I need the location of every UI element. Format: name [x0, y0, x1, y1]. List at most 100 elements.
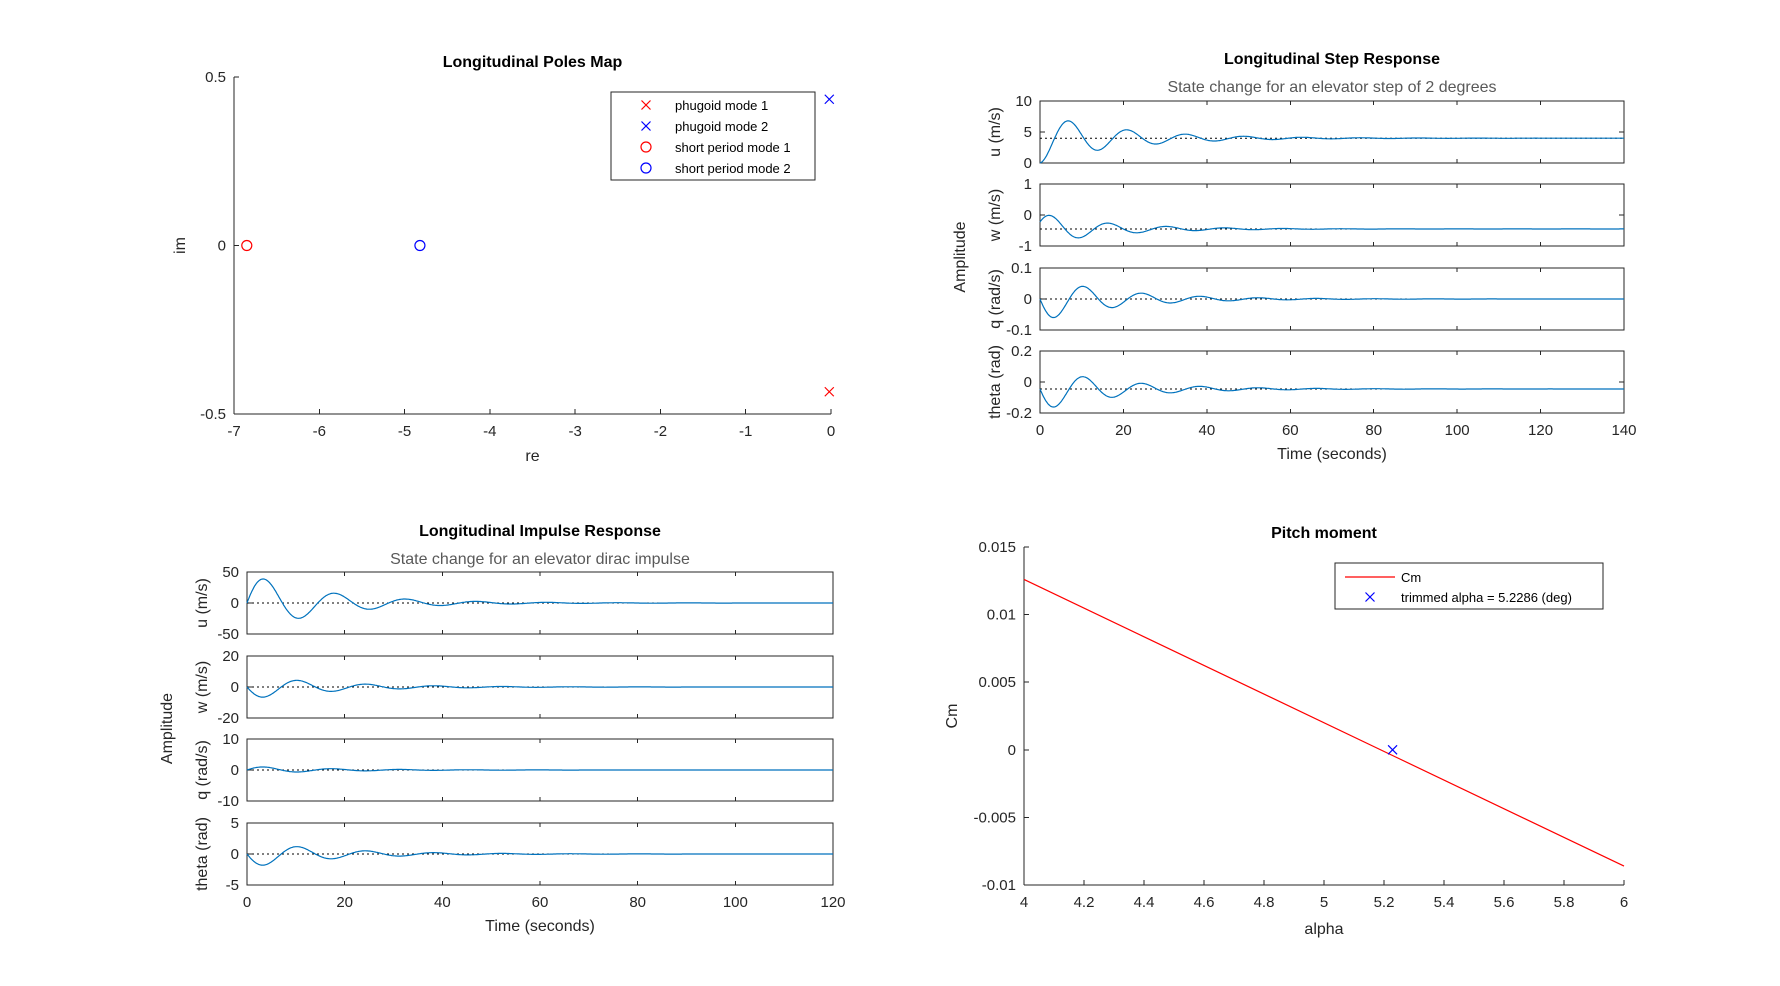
legend-marker: [641, 100, 651, 110]
panel-y-label: w (m/s): [194, 661, 211, 714]
x-tick-label: 5.8: [1554, 894, 1575, 911]
x-tick-label: 5.4: [1434, 894, 1455, 911]
subplot-panel: -50 0 50 u (m/s): [194, 564, 834, 643]
y-tick-label: 0: [231, 762, 239, 779]
y-axis-label: Amplitude: [159, 693, 176, 764]
poles-map-chart: -7 -6 -5 -4 -3 -2 -1 0 -0.5 0 0.5 Longitudinal Pole…: [172, 54, 835, 465]
pole-marker: [241, 239, 253, 252]
y-tick-label: 20: [222, 648, 239, 665]
pitch-moment-chart: 4 4.2 4.4 4.6 4.8 5 5.2 5.4 5.6 5.8 6 -0.01 -0.005 0 0…: [944, 525, 1628, 938]
y-tick-label: 0.2: [1011, 343, 1032, 360]
subplot-panel: -0.1 0 0.1 q (rad/s): [987, 260, 1625, 339]
panel-y-label: q (rad/s): [194, 740, 211, 800]
response-curve: [1039, 120, 1624, 164]
x-tick-label: -3: [568, 423, 581, 440]
x-tick-label: 60: [532, 894, 549, 911]
legend-item: Cm: [1345, 570, 1421, 585]
y-tick-label: -20: [217, 710, 239, 727]
legend: phugoid mode 1 phugoid mode 2 short period…: [610, 91, 816, 181]
step-response-chart: Longitudinal Step Response State change f…: [952, 51, 1637, 463]
chart-title: Longitudinal Poles Map: [443, 54, 623, 71]
x-tick-label: 80: [1365, 422, 1382, 439]
pole-marker: [824, 94, 835, 105]
subplot-frame: [1039, 100, 1625, 164]
legend-item: short period mode 1: [640, 140, 791, 155]
legend-item: phugoid mode 1: [641, 98, 768, 113]
panel-y-label: theta (rad): [194, 817, 211, 891]
x-tick-label: 5.6: [1494, 894, 1515, 911]
y-tick-label: -0.1: [1006, 322, 1032, 339]
y-tick-label: 0.015: [978, 539, 1016, 556]
legend-label: short period mode 1: [675, 140, 791, 155]
x-tick-label: 80: [629, 894, 646, 911]
pole-marker: [414, 239, 426, 252]
x-tick-label: 4.2: [1074, 894, 1095, 911]
x-tick-label: 0: [827, 423, 835, 440]
y-axis-label: Cm: [944, 704, 961, 729]
y-tick-label: -50: [217, 626, 239, 643]
x-tick-label: 140: [1611, 422, 1636, 439]
y-tick-label: 10: [1015, 93, 1032, 110]
cm-line: [1023, 578, 1625, 867]
x-tick-label: -4: [483, 423, 496, 440]
chart-subtitle: State change for an elevator step of 2 d…: [1167, 79, 1496, 96]
subplot-panel: -1 0 1 w (m/s): [987, 176, 1625, 255]
x-tick-label: 20: [336, 894, 353, 911]
legend-marker: [641, 121, 651, 131]
y-axis-label: im: [172, 237, 189, 254]
y-tick-label: 0: [231, 679, 239, 696]
y-axis-label: Amplitude: [952, 221, 969, 292]
y-tick-label: -0.2: [1006, 405, 1032, 422]
x-axis-label: Time (seconds): [485, 918, 595, 935]
subplot-panel: 0 5 10 u (m/s): [987, 93, 1625, 172]
response-curve: [1039, 285, 1624, 319]
subplot-panel: -20 0 20 w (m/s): [194, 648, 834, 727]
panel-y-label: q (rad/s): [987, 269, 1004, 329]
x-axis-label: re: [525, 448, 539, 465]
x-axis-label: Time (seconds): [1277, 446, 1387, 463]
y-tick-label: 0: [1024, 155, 1032, 172]
response-curve: [246, 766, 833, 773]
y-tick-label: 0.5: [205, 69, 226, 86]
pole-marker-stroke: [824, 94, 835, 105]
x-axis-label: alpha: [1304, 921, 1343, 938]
y-tick-label: 0: [231, 846, 239, 863]
x-tick-label: 100: [1445, 422, 1470, 439]
y-tick-label: -5: [226, 877, 239, 894]
x-tick-label: -2: [654, 423, 667, 440]
subplot-panel: -10 0 10 q (rad/s): [194, 731, 834, 810]
response-curve: [246, 578, 833, 619]
x-tick-label: 60: [1282, 422, 1299, 439]
chart-title: Longitudinal Impulse Response: [419, 523, 661, 540]
legend-marker-stroke: [641, 100, 651, 110]
y-tick-label: -0.5: [200, 406, 226, 423]
y-tick-label: 0: [1024, 207, 1032, 224]
y-tick-label: 0.1: [1011, 260, 1032, 277]
legend-label: phugoid mode 2: [675, 119, 768, 134]
y-tick-label: -10: [217, 793, 239, 810]
panel-y-label: u (m/s): [194, 578, 211, 628]
x-tick-label: 4.4: [1134, 894, 1155, 911]
legend-item: trimmed alpha = 5.2286 (deg): [1365, 590, 1572, 605]
y-tick-label: -0.005: [973, 809, 1016, 826]
y-tick-label: 5: [1024, 124, 1032, 141]
legend-label: phugoid mode 1: [675, 98, 768, 113]
y-tick-label: 0: [1024, 291, 1032, 308]
y-tick-label: -0.01: [982, 877, 1016, 894]
x-tick-label: 6: [1620, 894, 1628, 911]
legend-marker-stroke: [641, 121, 651, 131]
legend-label: trimmed alpha = 5.2286 (deg): [1401, 590, 1572, 605]
x-tick-label: -1: [739, 423, 752, 440]
y-tick-label: 0.01: [987, 607, 1016, 624]
y-tick-label: 0: [218, 238, 226, 255]
x-tick-label: 0: [1036, 422, 1044, 439]
y-tick-label: 0: [1008, 742, 1016, 759]
legend-item: phugoid mode 2: [641, 119, 768, 134]
y-tick-label: 1: [1024, 176, 1032, 193]
trim-point-marker: [1387, 744, 1398, 755]
legend-marker: [640, 162, 652, 174]
y-tick-label: 0: [231, 595, 239, 612]
x-tick-label: 40: [1199, 422, 1216, 439]
legend-label: Cm: [1401, 570, 1421, 585]
legend-item: short period mode 2: [640, 161, 791, 176]
